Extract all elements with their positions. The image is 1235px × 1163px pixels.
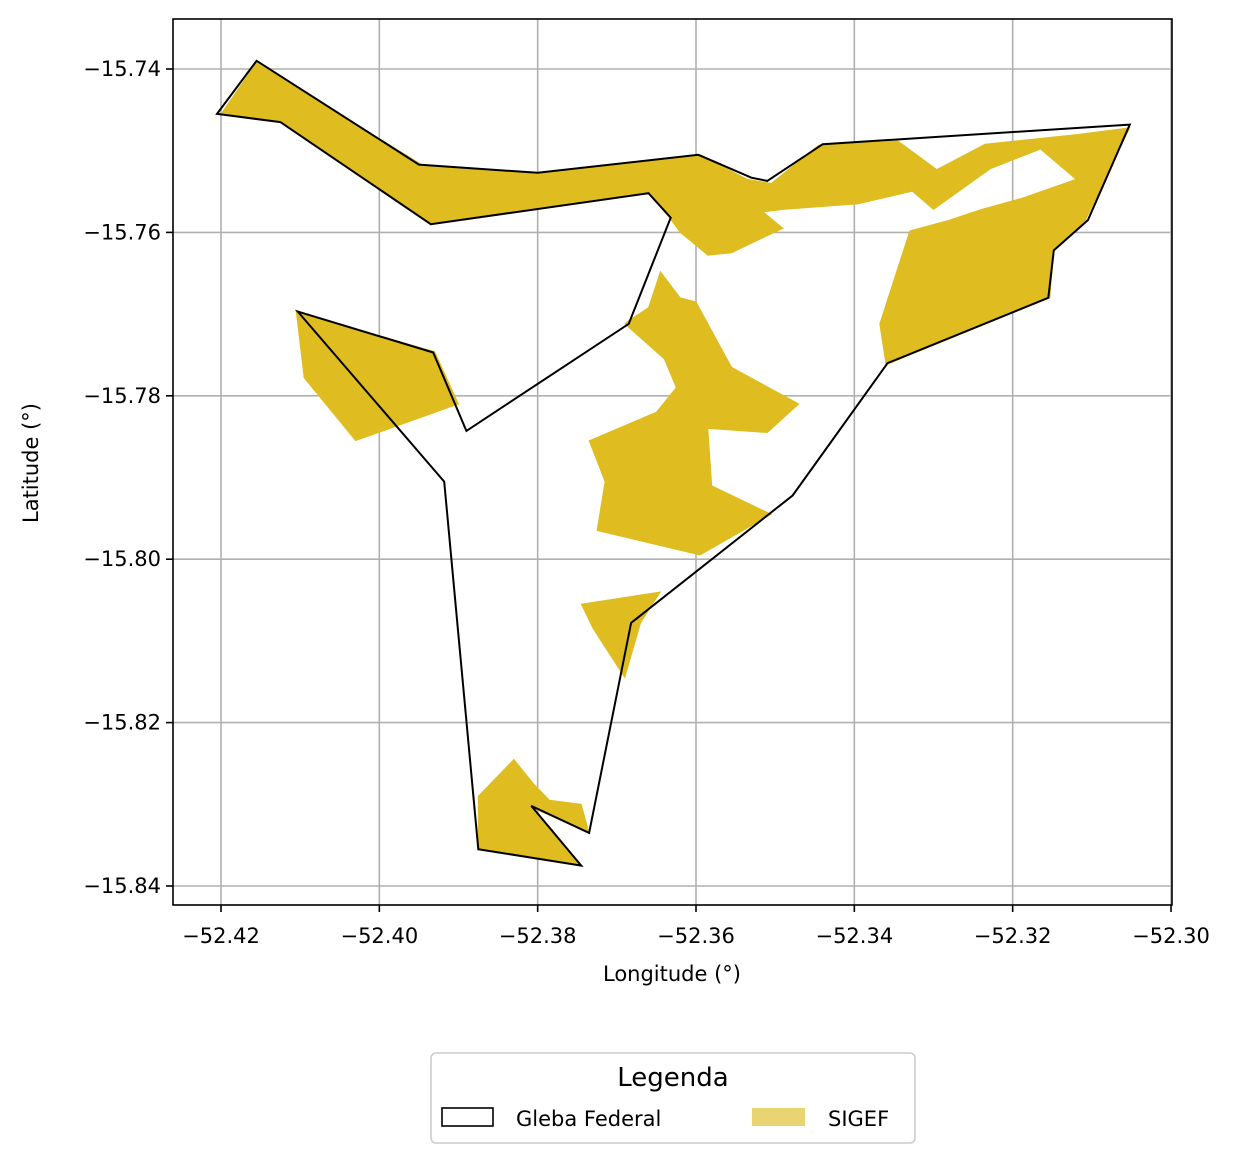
x-tick-label-1: −52.40 bbox=[340, 924, 418, 948]
gleba-federal-layer bbox=[215, 59, 1132, 868]
x-tick-label-0: −52.42 bbox=[182, 924, 260, 948]
y-tick-label-4: −15.82 bbox=[83, 711, 161, 735]
y-tick-label-2: −15.78 bbox=[83, 384, 161, 408]
legend-swatch-sigef bbox=[752, 1108, 805, 1126]
x-axis-ticks: −52.42 −52.40 −52.38 −52.36 −52.34 −52.32 −52.… bbox=[182, 905, 1210, 948]
legend-title: Legenda bbox=[617, 1063, 728, 1093]
x-tick-label-2: −52.38 bbox=[499, 924, 577, 948]
y-axis-ticks: −15.74 −15.76 −15.78 −15.80 −15.82 −15.84 bbox=[83, 57, 173, 898]
x-tick-label-6: −52.30 bbox=[1132, 924, 1210, 948]
x-tick-label-4: −52.34 bbox=[815, 924, 893, 948]
legend-swatch-gleba-federal bbox=[441, 1107, 494, 1127]
x-tick-label-3: −52.36 bbox=[657, 924, 735, 948]
y-tick-label-5: −15.84 bbox=[83, 874, 161, 898]
sigef-parcel-3 bbox=[588, 270, 800, 556]
y-tick-label-1: −15.76 bbox=[83, 220, 161, 244]
x-axis-label: Longitude (°) bbox=[603, 962, 741, 986]
sigef-parcel-4 bbox=[580, 591, 662, 679]
y-axis-label: Latitude (°) bbox=[19, 403, 43, 523]
legend: Legenda Gleba Federal SIGEF bbox=[430, 1052, 916, 1144]
gleba-federal-boundary-0 bbox=[215, 59, 1132, 868]
x-tick-label-5: −52.32 bbox=[974, 924, 1052, 948]
y-tick-label-0: −15.74 bbox=[83, 57, 161, 81]
legend-label-sigef: SIGEF bbox=[828, 1107, 889, 1131]
y-tick-label-3: −15.80 bbox=[83, 547, 161, 571]
sigef-layer bbox=[220, 61, 1131, 867]
legend-label-gleba-federal: Gleba Federal bbox=[516, 1107, 661, 1131]
sigef-parcel-1 bbox=[879, 127, 1131, 366]
plot-frame bbox=[172, 18, 1173, 906]
